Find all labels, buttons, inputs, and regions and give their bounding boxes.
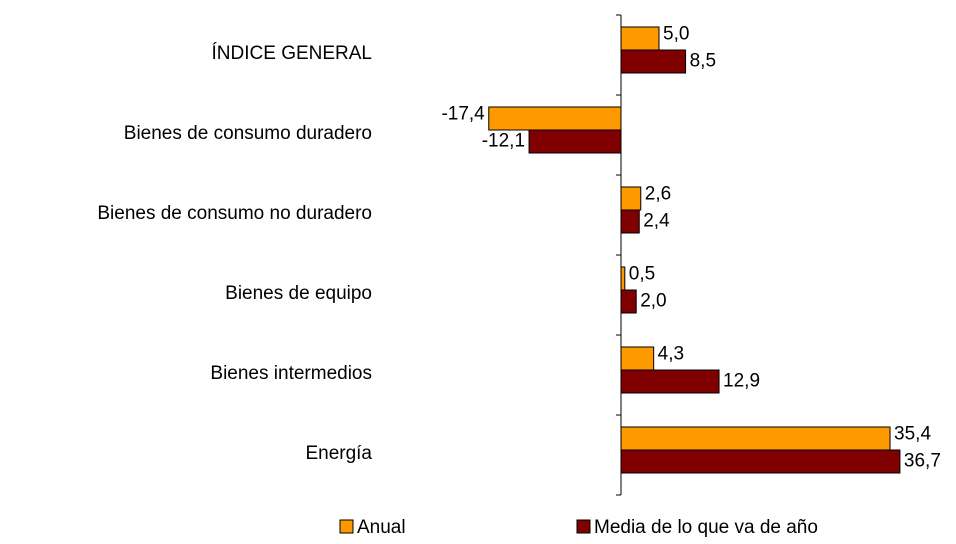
value-label: 2,6 — [645, 184, 671, 205]
value-label: 35,4 — [894, 424, 931, 445]
value-label: -12,1 — [482, 131, 525, 152]
category-label: Energía — [305, 443, 372, 464]
category-label: Bienes de equipo — [225, 283, 372, 304]
category-label: Bienes de consumo no duradero — [97, 203, 372, 224]
value-label: 8,5 — [690, 51, 716, 72]
bar — [620, 266, 626, 291]
legend-label: Anual — [357, 517, 406, 538]
legend-swatch — [339, 519, 354, 534]
bar — [528, 129, 622, 154]
bar — [620, 289, 637, 314]
bar — [488, 106, 622, 131]
category-label: Bienes de consumo duradero — [124, 123, 372, 144]
value-label: 2,0 — [640, 291, 666, 312]
bar — [620, 186, 642, 211]
bar — [620, 369, 720, 394]
value-label: 36,7 — [904, 451, 941, 472]
category-label: ÍNDICE GENERAL — [212, 43, 372, 64]
bar — [620, 426, 891, 451]
value-label: 0,5 — [629, 264, 655, 285]
category-label: Bienes intermedios — [210, 363, 372, 384]
value-label: 4,3 — [658, 344, 684, 365]
bar — [620, 49, 687, 74]
bar — [620, 346, 655, 371]
value-label: 12,9 — [723, 371, 760, 392]
value-label: 2,4 — [643, 211, 670, 232]
bar — [620, 449, 901, 474]
bar — [620, 26, 660, 51]
legend-swatch — [576, 519, 591, 534]
bar — [620, 209, 640, 234]
value-label: -17,4 — [441, 104, 485, 125]
value-label: 5,0 — [663, 24, 689, 45]
legend-label: Media de lo que va de año — [594, 517, 818, 538]
